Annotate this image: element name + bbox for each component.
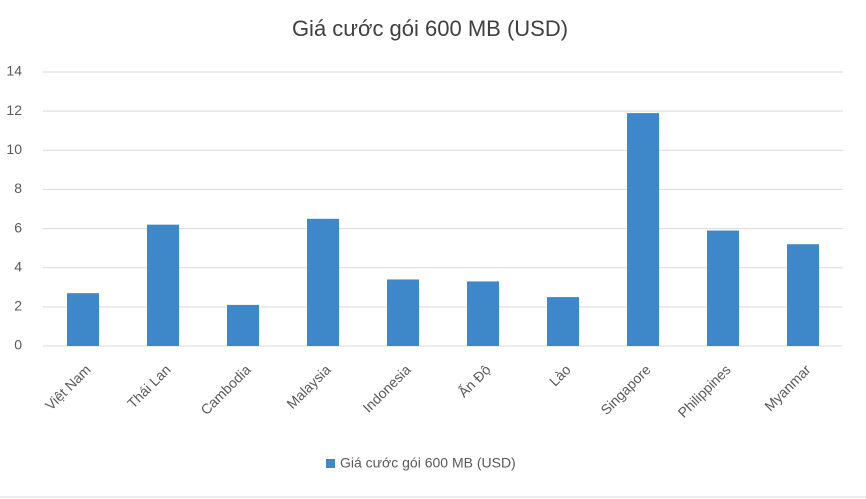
- bar: [627, 113, 659, 346]
- x-tick-label: Việt Nam: [42, 361, 94, 413]
- y-tick-label: 4: [14, 258, 22, 274]
- bar: [227, 304, 259, 346]
- legend-swatch: [326, 459, 335, 468]
- x-tick-label: Philippines: [675, 361, 734, 420]
- x-tick-label: Thái Lan: [124, 361, 174, 411]
- y-tick-label: 14: [6, 63, 22, 79]
- x-tick-label: Ấn Độ: [455, 361, 494, 400]
- y-tick-label: 8: [14, 180, 22, 196]
- x-tick-label: Myanmar: [761, 361, 814, 414]
- bar: [307, 218, 339, 346]
- bar: [547, 297, 579, 346]
- bar: [707, 230, 739, 346]
- y-tick-label: 10: [6, 141, 22, 157]
- x-tick-label: Singapore: [597, 361, 654, 418]
- y-tick-label: 6: [14, 219, 22, 235]
- x-tick-label: Lào: [546, 361, 574, 389]
- y-tick-label: 0: [14, 337, 22, 353]
- legend-label: Giá cước gói 600 MB (USD): [340, 455, 516, 471]
- bar: [467, 281, 499, 346]
- bar: [787, 244, 819, 346]
- bar: [67, 293, 99, 346]
- x-tick-label: Cambodia: [197, 361, 254, 418]
- y-tick-label: 12: [6, 102, 22, 118]
- bar: [387, 279, 419, 346]
- x-tick-label: Malaysia: [283, 361, 334, 412]
- x-tick-label: Indonesia: [359, 361, 413, 415]
- bar: [147, 224, 179, 346]
- y-tick-label: 2: [14, 298, 22, 314]
- chart-title: Giá cước gói 600 MB (USD): [292, 16, 568, 41]
